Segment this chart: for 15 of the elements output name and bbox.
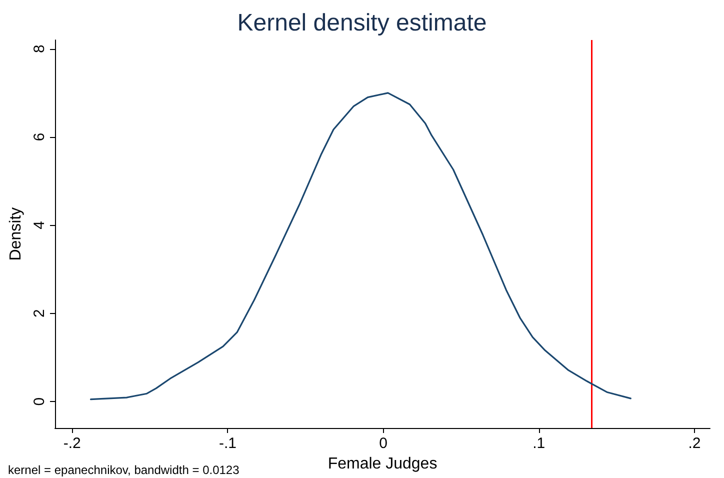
y-tick-label: 2 — [31, 309, 48, 318]
y-axis-title: Density — [8, 207, 25, 261]
x-tick-label: .2 — [688, 435, 701, 452]
line-series — [90, 92, 632, 400]
x-tick-label: -.1 — [218, 435, 236, 452]
text: kernel = epanechnikov, bandwidth = 0.0123 — [8, 463, 240, 477]
y-tick-label: 8 — [31, 44, 48, 53]
y-tick-label: 0 — [31, 397, 48, 406]
x-tick-label: 0 — [379, 435, 388, 452]
y-tick-label: 6 — [31, 132, 48, 142]
x-tick-label: -.2 — [63, 435, 81, 452]
y-tick-label: 4 — [31, 221, 48, 230]
chart-title: Kernel density estimate — [237, 10, 487, 36]
x-axis-title: Female Judges — [328, 455, 438, 472]
x-tick-label: .1 — [532, 435, 546, 452]
